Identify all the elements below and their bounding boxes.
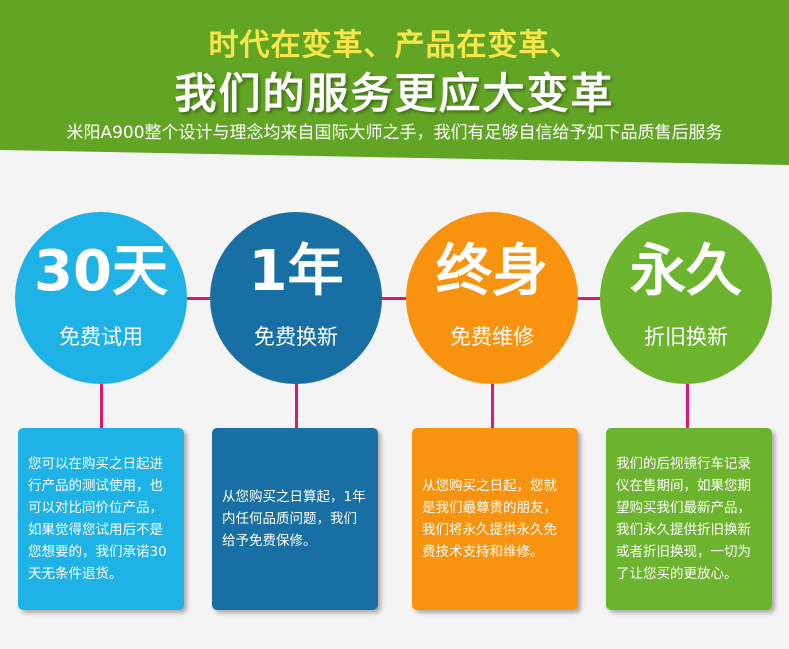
header-banner: 时代在变革、产品在变革、 我们的服务更应大变革 米阳A900整个设计与理念均来自…: [0, 0, 789, 165]
circle-caption: 折旧换新: [644, 325, 728, 349]
vertical-connector-3: [491, 384, 494, 430]
card-text: 从您购买之日起，您就是我们最尊贵的朋友，我们将永久提供永久免费技术支持和维修。: [422, 478, 557, 560]
card-text: 从您购买之日算起，1年内任何品质问题，我们给予免费保修。: [222, 489, 366, 549]
banner-subtitle: 米阳A900整个设计与理念均来自国际大师之手，我们有足够自信给予如下品质售后服务: [66, 123, 723, 143]
circle-headline: 终身: [436, 239, 548, 304]
circle-headline: 1年: [248, 239, 344, 304]
service-circle-30-days: 30天 免费试用: [15, 212, 187, 384]
service-circle-lifetime: 终身 免费维修: [406, 212, 578, 384]
circle-caption: 免费换新: [254, 325, 338, 349]
banner-title-line1: 时代在变革、产品在变革、: [208, 28, 581, 63]
connector-line-3: [577, 297, 607, 300]
card-text: 您可以在购买之日起进行产品的测试使用，也可以对比同价位产品，如果觉得您试用后不是…: [28, 456, 167, 582]
service-card-lifetime: 从您购买之日起，您就是我们最尊贵的朋友，我们将永久提供永久免费技术支持和维修。: [412, 428, 578, 610]
vertical-connector-2: [295, 384, 298, 430]
service-card-forever: 我们的后视镜行车记录仪在售期间，如果您期望购买我们最新产品，我们永久提供折旧换新…: [606, 428, 772, 610]
service-card-1-year: 从您购买之日算起，1年内任何品质问题，我们给予免费保修。: [212, 428, 378, 610]
vertical-connector-4: [686, 384, 689, 430]
circle-headline: 30天: [34, 239, 168, 304]
vertical-connector-1: [100, 384, 103, 430]
banner-title-line2: 我们的服务更应大变革: [174, 69, 615, 118]
connector-line-1: [185, 297, 215, 300]
circle-caption: 免费维修: [450, 325, 534, 349]
service-circle-forever: 永久 折旧换新: [600, 212, 772, 384]
banner-background: [0, 0, 789, 165]
service-card-30-days: 您可以在购买之日起进行产品的测试使用，也可以对比同价位产品，如果觉得您试用后不是…: [18, 428, 184, 610]
card-text: 我们的后视镜行车记录仪在售期间，如果您期望购买我们最新产品，我们永久提供折旧换新…: [616, 456, 751, 582]
connector-line-2: [380, 297, 410, 300]
circle-caption: 免费试用: [59, 325, 143, 349]
circle-headline: 永久: [630, 239, 742, 304]
service-circle-1-year: 1年 免费换新: [210, 212, 382, 384]
